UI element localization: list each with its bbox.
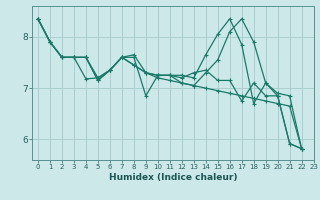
X-axis label: Humidex (Indice chaleur): Humidex (Indice chaleur) bbox=[108, 173, 237, 182]
